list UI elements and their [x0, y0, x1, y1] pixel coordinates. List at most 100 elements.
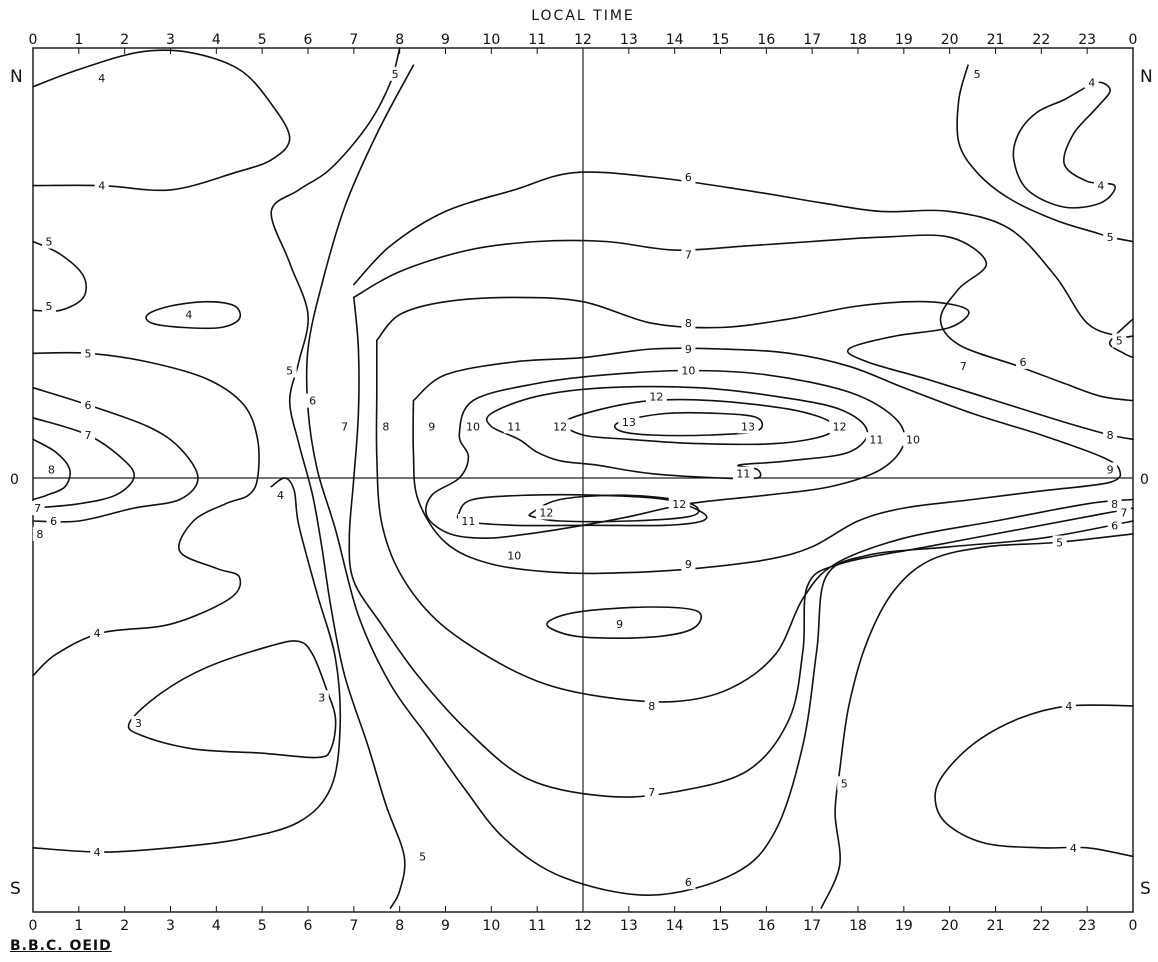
contour-label-7: 7 [85, 429, 92, 442]
contour-label-bg-13 [282, 363, 297, 378]
contour-label-52: 8 [648, 700, 655, 713]
contour-label-56: 4 [277, 489, 284, 502]
x-tick-top-3: 3 [166, 32, 175, 48]
south-label-left: S [10, 879, 21, 899]
contour-label-bg-16 [378, 419, 393, 434]
contour-line-5-1 [32, 240, 88, 313]
x-tick-bottom-4: 4 [212, 918, 221, 934]
contour-label-57: 4 [94, 627, 101, 640]
contour-label-35: 5 [1107, 231, 1114, 244]
contour-label-bg-57 [90, 625, 105, 640]
contour-label-bg-31 [681, 170, 696, 184]
x-tick-bottom-21: 21 [987, 918, 1005, 934]
contour-label-62: 4 [1065, 700, 1072, 713]
contour-line-6-8 [305, 64, 1134, 896]
contour-label-bg-3 [42, 299, 57, 313]
contour-label-bg-35 [1103, 230, 1118, 245]
contour-label-63: 4 [1070, 842, 1077, 855]
x-tick-bottom-3: 3 [166, 918, 175, 934]
contour-line-6-9 [353, 171, 1134, 338]
north-label-right: N [1140, 67, 1153, 87]
contour-line-4-27 [1012, 81, 1116, 209]
contour-label-4: 4 [185, 309, 192, 322]
contour-label-30: 7 [685, 248, 692, 261]
contour-label-bg-45 [732, 466, 754, 481]
contour-label-bg-29 [681, 316, 696, 331]
contour-label-20: 12 [553, 420, 567, 433]
contour-label-19: 11 [507, 420, 521, 433]
contour-label-8: 8 [48, 463, 55, 476]
contour-label-26: 10 [681, 365, 695, 378]
contour-label-9: 7 [34, 502, 41, 515]
contour-label-32: 5 [974, 68, 981, 81]
contour-label-10: 6 [50, 515, 57, 528]
contour-label-bg-53 [644, 784, 659, 799]
contour-label-bg-40 [1103, 462, 1118, 477]
contour-label-bg-50 [681, 557, 696, 571]
contour-line-8-12 [376, 296, 1134, 441]
contour-label-bg-43 [1107, 518, 1122, 533]
contour-label-bg-21 [618, 415, 640, 430]
contour-label-13: 5 [286, 365, 293, 378]
contour-label-bg-12 [388, 66, 403, 81]
contour-label-21: 13 [622, 416, 636, 429]
contour-label-17: 9 [428, 420, 435, 433]
contour-line-3-22 [127, 640, 337, 759]
x-tick-top-11: 11 [528, 32, 546, 48]
contour-label-bg-24 [829, 419, 851, 434]
contour-label-40: 9 [1107, 463, 1114, 476]
contour-label-36: 5 [1116, 334, 1123, 347]
contour-label-2: 5 [46, 236, 53, 249]
contour-label-53: 7 [648, 786, 655, 799]
contour-label-61: 5 [841, 777, 848, 790]
contour-label-58: 3 [318, 691, 325, 704]
x-tick-bottom-11: 11 [528, 918, 546, 934]
contour-line-7-11 [353, 234, 1134, 402]
x-tick-top-18: 18 [849, 32, 867, 48]
contour-label-24: 12 [833, 420, 847, 433]
contour-line-5-26 [956, 64, 1134, 243]
x-tick-top-10: 10 [482, 32, 500, 48]
contour-label-42: 7 [1120, 506, 1127, 519]
contour-line-8-6 [32, 438, 71, 501]
contour-label-bg-28 [681, 342, 696, 356]
x-tick-top-23: 23 [1078, 32, 1096, 48]
contour-line-5-3 [32, 351, 260, 677]
x-tick-top-24: 0 [1129, 32, 1138, 48]
contour-label-bg-15 [337, 419, 352, 434]
contour-label-bg-17 [424, 419, 439, 434]
zero-label-left: 0 [10, 472, 19, 488]
x-tick-labels-bottom: 0 1 2 3 4 5 6 7 8 9 10 11 12 13 14 15 16 17 18 19 20 21 22 23 0 [29, 906, 1137, 934]
x-tick-top-20: 20 [941, 32, 959, 48]
contour-label-bg-33 [1084, 75, 1099, 90]
contour-label-45: 11 [736, 468, 750, 481]
contour-label-43: 6 [1111, 519, 1118, 532]
contour-label-bg-23 [645, 389, 667, 404]
contour-line-10-15 [425, 369, 906, 539]
x-tick-bottom-20: 20 [941, 918, 959, 934]
contour-line-4-25 [934, 704, 1134, 858]
x-tick-bottom-8: 8 [395, 918, 404, 934]
x-tick-bottom-2: 2 [120, 918, 129, 934]
contour-label-bg-18 [462, 419, 484, 434]
contour-label-bg-54 [681, 875, 696, 890]
x-tick-bottom-23: 23 [1078, 918, 1096, 934]
station-label: B.B.C. OEID [10, 938, 112, 954]
contour-line-7-10 [348, 296, 1134, 798]
x-tick-bottom-19: 19 [895, 918, 913, 934]
contour-label-11: 8 [36, 528, 43, 541]
contour-line-11-19 [456, 493, 708, 527]
x-tick-bottom-10: 10 [482, 918, 500, 934]
contour-line-5-24 [820, 533, 1134, 909]
contour-label-bg-10 [46, 514, 61, 528]
x-tick-bottom-15: 15 [712, 918, 730, 934]
contour-label-bg-58 [314, 690, 329, 705]
contour-label-18: 10 [466, 420, 480, 433]
contour-label-bg-42 [1116, 505, 1131, 520]
x-tick-top-4: 4 [212, 32, 221, 48]
x-tick-labels-top: 0 1 2 3 4 5 6 7 8 9 10 11 12 13 14 15 16 17 18 19 20 21 22 23 0 [29, 32, 1138, 54]
contour-label-29: 8 [685, 317, 692, 330]
contour-label-bg-25 [865, 432, 887, 447]
contour-label-23: 12 [649, 390, 663, 403]
